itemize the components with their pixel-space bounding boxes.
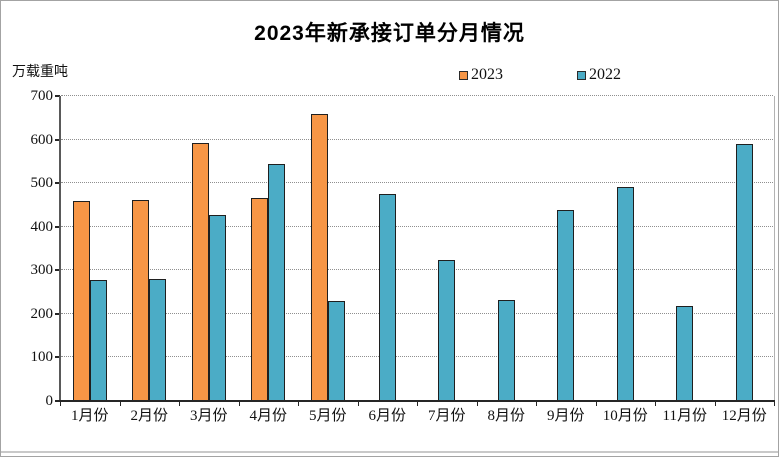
x-category-label-11: 11月份 [662,408,707,424]
x-category-label-7: 7月份 [427,408,466,424]
y-tick-mark-200 [55,312,60,315]
bottom-divider [1,451,778,453]
x-category-label-6: 6月份 [368,408,406,424]
x-axis-tick-4 [298,402,299,406]
y-tick-label-200: 200 [30,305,54,322]
legend-swatch-2022-icon [577,70,586,80]
y-axis-unit-label: 万载重吨 [12,63,68,79]
x-axis-tick-9 [596,402,597,406]
gridline-200 [61,312,773,314]
x-category-label-12: 12月份 [721,408,767,424]
chart-title: 2023年新承接订单分月情况 [254,22,525,45]
y-tick-label-600: 600 [30,131,54,148]
legend-label-2022: 2022 [589,66,621,83]
y-tick-label-0: 0 [45,393,54,409]
y-tick-mark-300 [55,269,60,272]
y-tick-label-700: 700 [30,88,54,104]
plot-area [60,96,774,401]
x-category-label-1: 1月份 [70,408,109,424]
y-tick-mark-500 [55,182,60,185]
x-category-label-8: 8月份 [487,408,525,424]
y-tick-mark-700 [55,95,60,97]
gridline-400 [61,225,773,227]
y-tick-mark-400 [55,225,60,228]
x-axis-tick-8 [536,402,537,406]
plot-right-border [774,96,775,401]
y-tick-mark-600 [55,138,60,141]
y-axis-line [59,96,61,402]
x-category-label-4: 4月份 [249,408,287,424]
x-axis-tick-7 [477,402,478,406]
y-tick-label-500: 500 [30,175,54,192]
x-category-label-9: 9月份 [546,408,585,424]
x-axis-tick-10 [655,402,656,406]
x-category-label-5: 5月份 [308,408,347,424]
legend-item-2022: 2022 [577,66,621,83]
x-axis-tick-11 [715,402,716,406]
y-tick-label-400: 400 [30,218,54,235]
x-category-label-3: 3月份 [189,408,228,424]
gridline-500 [61,182,773,184]
y-tick-mark-0 [55,400,60,402]
legend-swatch-2023-icon [459,70,468,80]
x-category-label-2: 2月份 [130,408,168,424]
x-axis-line [59,400,775,402]
x-axis-tick-5 [358,402,359,406]
legend-item-2023: 2023 [459,66,503,83]
gridline-600 [61,138,773,140]
gridline-300 [61,269,773,271]
y-tick-mark-100 [55,356,60,359]
gridline-700 [61,95,773,96]
legend: 2023 2022 [459,66,621,83]
x-axis-tick-6 [417,402,418,406]
y-tick-label-300: 300 [30,262,54,279]
legend-label-2023: 2023 [471,66,503,83]
gridline-100 [61,356,773,358]
x-category-label-10: 10月份 [602,408,648,424]
x-axis-tick-3 [239,402,240,406]
x-axis-tick-12 [774,402,775,406]
x-axis-tick-2 [179,402,180,406]
y-tick-label-100: 100 [30,349,54,366]
x-axis-tick-1 [120,402,121,406]
x-axis-tick-0 [60,402,61,406]
